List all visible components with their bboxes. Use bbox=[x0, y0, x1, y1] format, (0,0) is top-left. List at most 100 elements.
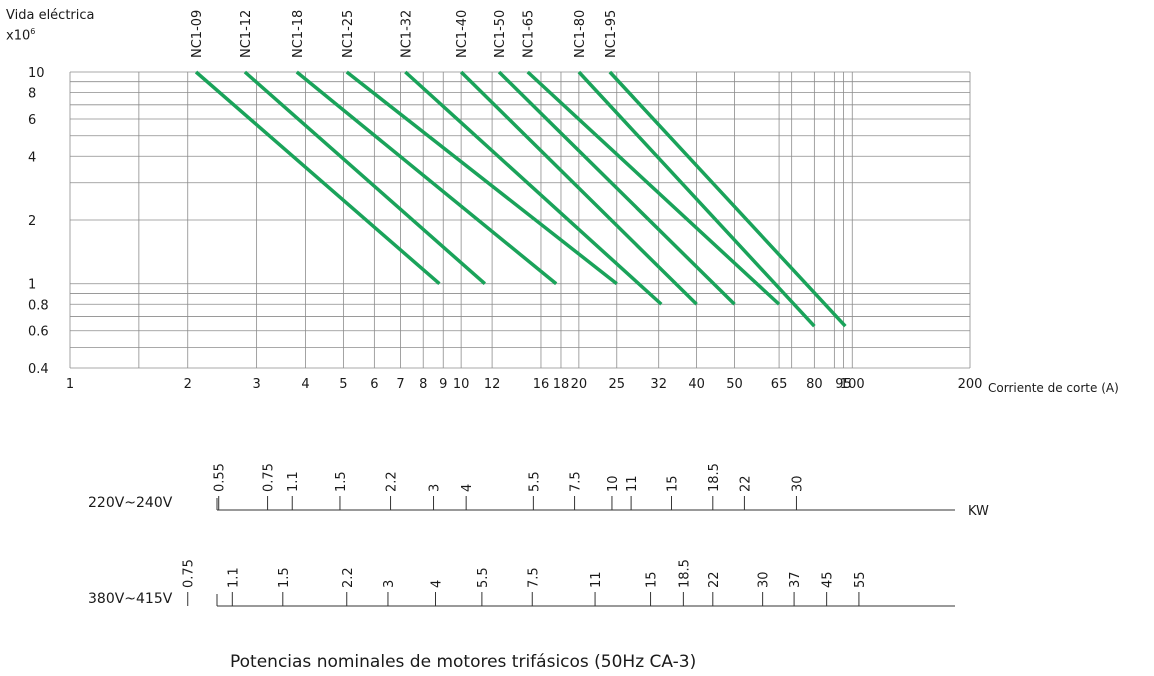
power-tick-label: 15 bbox=[665, 475, 680, 492]
power-tick-label: 0.75 bbox=[262, 463, 277, 492]
y-tick-label: 4 bbox=[28, 150, 36, 165]
series-label: NC1-40 bbox=[455, 10, 470, 58]
series-label: NC1-25 bbox=[341, 10, 356, 58]
series-line-nc1-09 bbox=[194, 70, 441, 286]
y-tick-labels: 0.4 0.6 0.8 1 2 4 6 8 10 bbox=[28, 66, 49, 377]
power-tick-label: 0.55 bbox=[213, 463, 228, 492]
voltage-label: 220V~240V bbox=[88, 495, 173, 511]
power-tick-label: 7.5 bbox=[569, 471, 584, 492]
power-tick-label: 55 bbox=[853, 571, 868, 588]
x-axis-label: Corriente de corte (A) bbox=[988, 381, 1119, 395]
series-line-nc1-12 bbox=[243, 70, 487, 286]
power-tick-label: 18.5 bbox=[677, 559, 692, 588]
power-tick-label: 1.5 bbox=[334, 471, 349, 492]
y-tick-label: 6 bbox=[28, 113, 36, 128]
power-tick-label: 2.2 bbox=[385, 471, 400, 492]
power-tick-label: 2.2 bbox=[341, 567, 356, 588]
power-tick-label: 3 bbox=[428, 484, 443, 492]
power-tick-label: 30 bbox=[757, 571, 772, 588]
power-tick-label: 10 bbox=[606, 475, 621, 492]
series-label: NC1-09 bbox=[190, 10, 205, 58]
x-tick-label: 18 bbox=[553, 377, 570, 392]
y-tick-label: 0.4 bbox=[28, 362, 49, 377]
chart-caption: Potencias nominales de motores trifásico… bbox=[230, 652, 697, 672]
power-tick-label: 15 bbox=[645, 571, 660, 588]
x-tick-label: 32 bbox=[650, 377, 667, 392]
y-tick-label: 2 bbox=[28, 214, 36, 229]
series-line-nc1-32 bbox=[404, 70, 663, 306]
power-tick-label: 7.5 bbox=[526, 567, 541, 588]
power-tick-label: 1.1 bbox=[226, 567, 241, 588]
series-label: NC1-65 bbox=[522, 10, 537, 58]
x-tick-label: 95 bbox=[835, 377, 852, 392]
power-tick-label: 4 bbox=[460, 484, 475, 492]
series-line-nc1-25 bbox=[345, 70, 618, 286]
x-tick-label: 1 bbox=[66, 377, 74, 392]
y-axis-label: Vida eléctrica bbox=[6, 8, 95, 23]
y-axis-label-text: Vida eléctrica bbox=[6, 8, 95, 23]
y-tick-label: 8 bbox=[28, 87, 36, 102]
y-tick-label: 0.6 bbox=[28, 325, 49, 340]
series-line-nc1-80 bbox=[577, 70, 816, 328]
series-line-nc1-40 bbox=[459, 70, 698, 306]
power-tick-label: 30 bbox=[790, 475, 805, 492]
power-tick-label: 5.5 bbox=[527, 471, 542, 492]
x-tick-label: 10 bbox=[453, 377, 470, 392]
x-tick-label: 6 bbox=[370, 377, 378, 392]
series-label: NC1-95 bbox=[604, 10, 619, 58]
y-tick-label: 1 bbox=[28, 278, 36, 293]
grid bbox=[69, 71, 971, 369]
series-line-nc1-18 bbox=[295, 70, 558, 286]
series-labels: NC1-09 NC1-12 NC1-18 NC1-25 NC1-32 NC1-40 NC1-… bbox=[190, 10, 619, 58]
power-tick-label: 1.5 bbox=[277, 567, 292, 588]
power-tick-label: 18.5 bbox=[707, 463, 722, 492]
power-tick-label: 3 bbox=[382, 580, 397, 588]
power-tick-label: 22 bbox=[738, 475, 753, 492]
x-tick-label: 40 bbox=[688, 377, 705, 392]
x-tick-label: 25 bbox=[609, 377, 626, 392]
power-tick-label: 11 bbox=[589, 571, 604, 588]
x-tick-label: 8 bbox=[419, 377, 427, 392]
power-tick-label: 5.5 bbox=[476, 567, 491, 588]
series-label: NC1-18 bbox=[291, 10, 306, 58]
x-tick-label: 12 bbox=[484, 377, 501, 392]
y-axis-multiplier: x106 bbox=[6, 27, 35, 43]
y-tick-label: 10 bbox=[28, 66, 45, 81]
voltage-label: 380V~415V bbox=[88, 591, 173, 607]
x-tick-label: 4 bbox=[301, 377, 309, 392]
power-tick-label: 11 bbox=[625, 475, 640, 492]
x-tick-label: 20 bbox=[571, 377, 588, 392]
series-label: NC1-80 bbox=[573, 10, 588, 58]
series-line-nc1-50 bbox=[497, 70, 736, 306]
power-tick-label: 4 bbox=[430, 580, 445, 588]
x-tick-label: 16 bbox=[533, 377, 550, 392]
x-tick-label: 3 bbox=[252, 377, 260, 392]
y-axis-multiplier-base: x10 bbox=[6, 28, 31, 44]
x-tick-label: 7 bbox=[396, 377, 404, 392]
power-tick-label: 0.75 bbox=[182, 559, 197, 588]
x-tick-label: 100 bbox=[840, 377, 865, 392]
x-tick-label: 50 bbox=[726, 377, 743, 392]
power-tick-label: 22 bbox=[707, 571, 722, 588]
power-tick-label: 37 bbox=[788, 571, 803, 588]
power-tick-label: 45 bbox=[821, 571, 836, 588]
series-label: NC1-12 bbox=[239, 10, 254, 58]
power-tick-label: 1.1 bbox=[286, 471, 301, 492]
x-tick-label: 65 bbox=[771, 377, 788, 392]
y-tick-label: 0.8 bbox=[28, 298, 49, 313]
y-axis-multiplier-exponent: 6 bbox=[30, 27, 36, 36]
series-label: NC1-50 bbox=[493, 10, 508, 58]
power-unit-label: KW bbox=[968, 504, 989, 519]
x-tick-label: 2 bbox=[184, 377, 192, 392]
x-tick-label: 80 bbox=[806, 377, 823, 392]
series-line-nc1-95 bbox=[608, 70, 847, 328]
x-tick-label: 200 bbox=[958, 377, 983, 392]
series-lines bbox=[194, 70, 847, 328]
x-tick-label: 5 bbox=[339, 377, 347, 392]
series-label: NC1-32 bbox=[399, 10, 414, 58]
series-line-nc1-65 bbox=[526, 70, 781, 306]
x-tick-label: 9 bbox=[439, 377, 447, 392]
